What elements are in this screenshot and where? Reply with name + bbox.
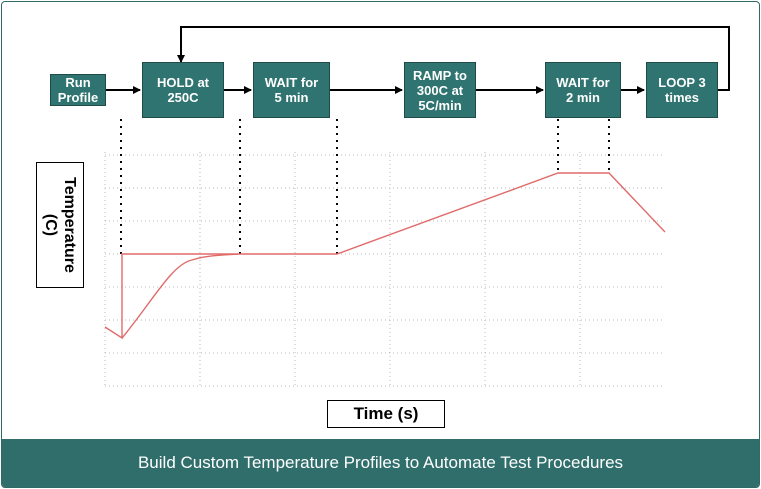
flow-arrows	[106, 26, 730, 94]
step-wait-2: WAIT for 2 min	[545, 62, 621, 118]
caption-banner: Build Custom Temperature Profiles to Aut…	[2, 439, 759, 487]
y-axis-label-box: Temperature (C)	[36, 162, 84, 288]
step-wait-5: WAIT for 5 min	[253, 62, 330, 118]
temperature-curve	[104, 172, 666, 340]
x-axis-label: Time (s)	[327, 400, 445, 428]
phase-markers	[120, 119, 610, 254]
step-ramp: RAMP to 300C at 5C/min	[404, 62, 476, 118]
setpoint-line	[104, 172, 666, 340]
step-run-profile: Run Profile	[50, 74, 106, 106]
step-loop: LOOP 3 times	[646, 62, 718, 118]
y-axis-label: Temperature (C)	[42, 177, 78, 273]
measured-line	[121, 253, 239, 339]
plot-grid	[104, 152, 665, 388]
step-hold: HOLD at 250C	[142, 62, 224, 118]
arrow-loop-back	[177, 26, 730, 91]
caption-text: Build Custom Temperature Profiles to Aut…	[137, 453, 624, 472]
